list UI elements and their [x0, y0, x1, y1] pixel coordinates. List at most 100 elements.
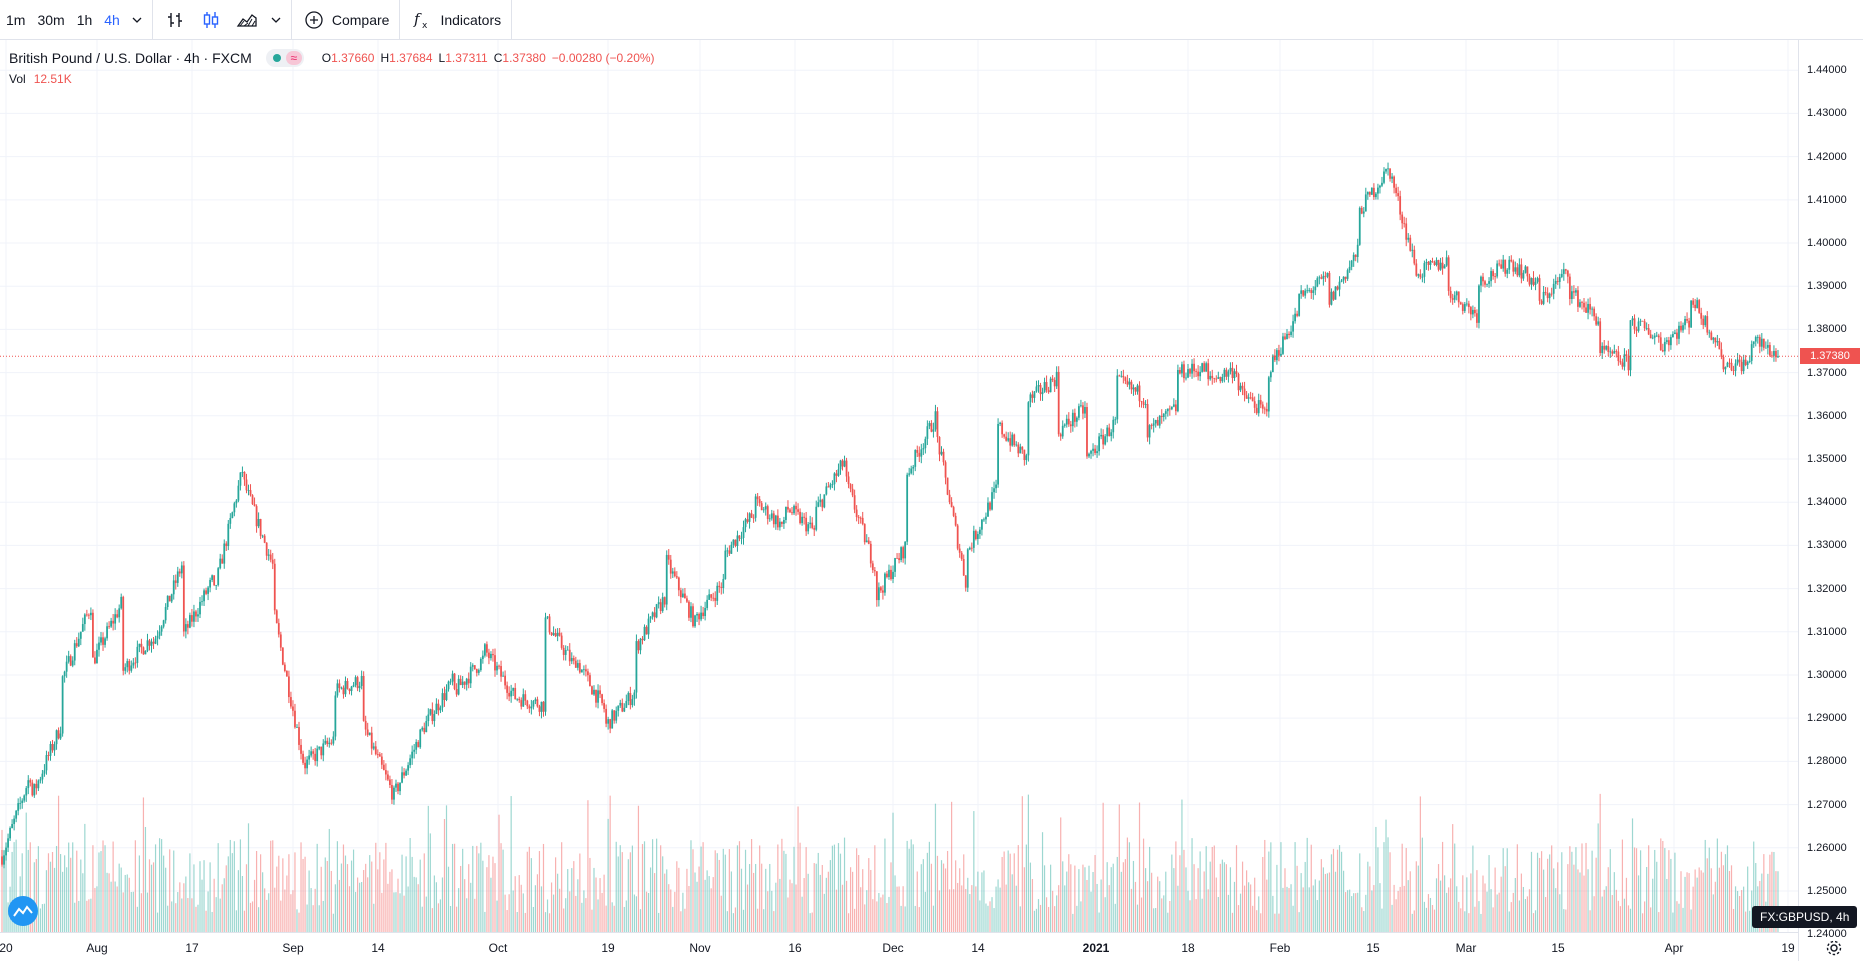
volume-bar [490, 877, 492, 932]
volume-bar [433, 875, 435, 932]
volume-bar [1462, 875, 1464, 932]
candle-body [1647, 328, 1650, 335]
candle-body [920, 449, 923, 457]
market-open-dot [272, 54, 281, 62]
candle-body [1667, 340, 1670, 346]
price-scale[interactable]: 1.44000 1.43000 1.42000 1.41000 1.40000 1.390… [1798, 40, 1863, 961]
volume-bar [781, 838, 783, 932]
interval-30m-button[interactable]: 30m [37, 11, 65, 28]
volume-bar [1023, 867, 1025, 932]
bar-chart-type-button[interactable] [157, 0, 193, 40]
candle-body [83, 614, 86, 625]
volume-bar [1454, 843, 1456, 932]
candle-body [591, 686, 593, 695]
volume-bar [116, 886, 118, 932]
candle-body [783, 520, 785, 524]
volume-bar [35, 858, 37, 932]
volume-bar [292, 890, 294, 932]
volume-bar [100, 851, 102, 932]
candle-body [156, 635, 159, 639]
price-chart[interactable] [0, 40, 1798, 932]
candle-body [1684, 319, 1686, 326]
area-chart-type-button[interactable] [229, 0, 265, 40]
time-scale[interactable]: 20 Aug 17 Sep 14 Oct 19 Nov 16 Dec 14 2021 18 Feb 15 Ma… [0, 932, 1798, 961]
candle-body [1183, 364, 1185, 379]
volume-bar [1547, 858, 1549, 932]
candle-body [1170, 406, 1173, 410]
candle-body [760, 503, 763, 511]
candle-body [1496, 263, 1499, 277]
candle-body [1486, 283, 1488, 285]
candle-body [526, 700, 529, 707]
candle-body [61, 676, 64, 734]
candle-body [415, 742, 418, 750]
candle-body [1215, 378, 1218, 380]
candle-body [435, 703, 438, 714]
candle-body [320, 746, 323, 756]
candle-body [247, 490, 250, 491]
candle-body [1021, 446, 1024, 450]
candle-body [318, 746, 321, 749]
candle-body [1257, 400, 1260, 414]
candle-body [304, 762, 306, 769]
candle-body [716, 585, 719, 601]
candle-body [1128, 381, 1131, 385]
candle-body [1433, 262, 1436, 265]
candle-body [96, 649, 98, 664]
interval-dropdown-button[interactable] [126, 0, 148, 40]
interval-1h-button[interactable]: 1h [76, 11, 93, 28]
volume-bar [1510, 902, 1512, 932]
candle-body [1694, 304, 1697, 309]
candle-body [785, 506, 787, 521]
volume-bar [981, 872, 983, 932]
volume-bar [1357, 892, 1359, 932]
candle-body [1474, 309, 1476, 314]
candles-chart-type-button[interactable] [193, 0, 229, 40]
candle-body [1037, 385, 1040, 387]
volume-bar [813, 863, 815, 932]
candle-body [1003, 434, 1006, 437]
volume-bar [730, 871, 732, 932]
compare-button[interactable]: Compare [296, 0, 396, 40]
volume-label[interactable]: Vol [9, 72, 26, 86]
interval-1m-button[interactable]: 1m [6, 11, 26, 28]
candle-body [306, 759, 308, 769]
logo-button[interactable] [8, 896, 38, 926]
symbol-title[interactable]: British Pound / U.S. Dollar · 4h · FXCM [9, 50, 252, 66]
price-tick-label: 1.38000 [1807, 323, 1847, 336]
candle-body [1451, 298, 1454, 300]
volume-bar [1181, 799, 1183, 932]
candle-body [116, 614, 119, 618]
volume-bar [1637, 875, 1640, 932]
volume-bar [1033, 910, 1036, 932]
volume-bar [39, 908, 41, 932]
volume-bar [1743, 886, 1745, 932]
candle-body [326, 740, 329, 745]
candle-body [257, 519, 260, 527]
volume-bar [361, 881, 363, 932]
chart-type-dropdown-button[interactable] [265, 0, 287, 40]
volume-bar [1365, 894, 1367, 932]
volume-bar [765, 868, 767, 932]
candle-body [429, 709, 432, 715]
volume-bar [120, 867, 122, 932]
volume-bar [910, 839, 912, 932]
candle-body [516, 698, 519, 700]
candle-body [1605, 345, 1608, 350]
candle-body [158, 631, 161, 636]
candle-body [1623, 354, 1626, 367]
candle-body [1447, 257, 1450, 291]
candle-body [1488, 281, 1490, 284]
candle-body [1156, 420, 1159, 426]
candle-body [1043, 382, 1046, 393]
candle-body [778, 521, 781, 528]
candle-body [659, 602, 662, 612]
market-status-indicator[interactable]: ≈ [265, 49, 304, 67]
volume-bar [599, 878, 601, 932]
volume-bar [409, 838, 411, 932]
interval-4h-button[interactable]: 4h [104, 11, 120, 28]
candle-body [1118, 375, 1121, 377]
chart-settings-button[interactable] [1823, 937, 1845, 959]
